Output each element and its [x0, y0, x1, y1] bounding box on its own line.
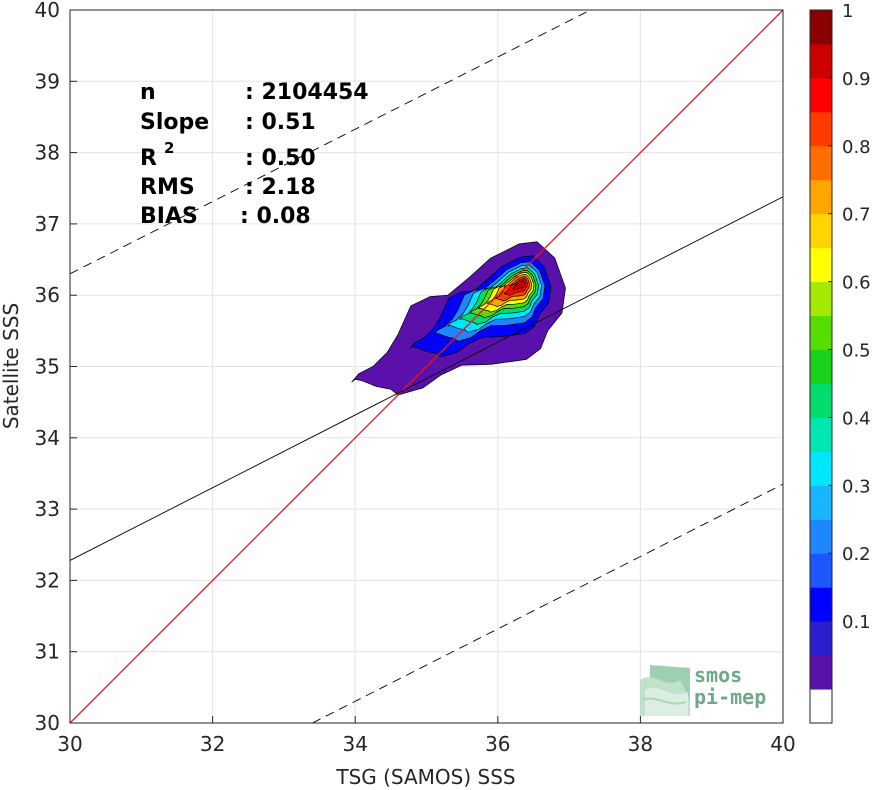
- colorbar-swatch: [810, 485, 832, 520]
- y-tick-label: 32: [35, 568, 60, 592]
- y-ticks: 30 31 32 33 34 35 36 37 38 39 40: [35, 0, 77, 735]
- colorbar-tick-label: 0.5: [842, 341, 871, 362]
- stat-bias-label: BIAS: [140, 204, 198, 229]
- logo-line-1: smos: [694, 663, 742, 687]
- colorbar-tick-label: 0.4: [842, 408, 871, 429]
- stat-bias-value: : 0.08: [240, 204, 311, 229]
- stat-slope-label: Slope: [140, 110, 209, 135]
- stat-r2-value: : 0.50: [245, 146, 316, 171]
- logo-line-2: pi-mep: [694, 685, 766, 709]
- colorbar-swatch: [810, 383, 832, 418]
- colorbar-tick-label: 0.6: [842, 273, 871, 294]
- x-tick-label: 40: [770, 732, 795, 756]
- identity-line: [70, 10, 783, 723]
- colorbar-tick-label: 0.9: [842, 69, 871, 90]
- colorbar-swatch: [810, 10, 832, 45]
- colorbar-frame: [809, 9, 833, 724]
- contour-band-11: [512, 280, 526, 291]
- upper-line: [70, 10, 591, 275]
- x-tick-label: 30: [57, 732, 82, 756]
- y-tick-label: 38: [35, 141, 60, 165]
- colorbar-swatch: [810, 315, 832, 351]
- colorbar-tick-label: 0.3: [842, 476, 871, 497]
- colorbar-swatch: [810, 655, 832, 690]
- colorbar-ticks: 0.1 0.2 0.3 0.4 0.5 0.6 0.7 0.8 0.9 1: [828, 1, 871, 633]
- x-ticks: 30 32 34 36 38 40: [57, 716, 796, 756]
- y-tick-label: 37: [35, 212, 60, 236]
- x-tick-label: 38: [628, 732, 653, 756]
- y-tick-label: 39: [35, 69, 60, 93]
- smos-pi-mep-logo: smos pi-mep: [640, 663, 766, 716]
- stats-box: n : 2104454 Slope : 0.51 R 2 : 0.50 RMS …: [140, 80, 369, 229]
- x-tick-label: 34: [342, 732, 367, 756]
- stat-n-label: n: [140, 80, 156, 105]
- x-tick-label: 36: [485, 732, 510, 756]
- colorbar-swatch: [810, 621, 832, 656]
- colorbar-swatch: [810, 587, 832, 622]
- y-tick-label: 31: [35, 640, 60, 664]
- colorbar: [810, 10, 832, 724]
- stat-r2-label: R: [140, 146, 157, 171]
- y-tick-label: 40: [35, 0, 60, 22]
- colorbar-swatch: [810, 689, 832, 724]
- y-tick-label: 30: [35, 711, 60, 735]
- colorbar-swatch: [810, 281, 832, 317]
- y-tick-label: 36: [35, 283, 60, 307]
- x-tick-label: 32: [200, 732, 225, 756]
- colorbar-swatch: [810, 111, 832, 147]
- x-axis-label: TSG (SAMOS) SSS: [335, 765, 515, 789]
- colorbar-swatch: [810, 247, 832, 283]
- y-axis-label: Satellite SSS: [0, 303, 23, 429]
- fit-line: [70, 196, 783, 561]
- colorbar-swatch: [810, 179, 832, 215]
- stat-rms-label: RMS: [140, 175, 195, 200]
- y-tick-label: 33: [35, 497, 60, 521]
- colorbar-swatch: [810, 43, 832, 79]
- colorbar-swatch: [810, 145, 832, 181]
- colorbar-swatch: [810, 519, 832, 554]
- density-contours: [351, 241, 566, 396]
- colorbar-tick-label: 0.7: [842, 205, 871, 226]
- colorbar-swatch: [810, 77, 832, 113]
- colorbar-swatch: [810, 213, 832, 249]
- stat-rms-value: : 2.18: [245, 175, 316, 200]
- stat-slope-value: : 0.51: [245, 110, 316, 135]
- colorbar-tick-label: 0.2: [842, 544, 871, 565]
- wave-logo-icon: [640, 665, 690, 716]
- stat-n-value: : 2104454: [245, 80, 369, 105]
- colorbar-tick-label: 0.8: [842, 137, 871, 158]
- colorbar-swatch: [810, 349, 832, 384]
- colorbar-tick-label: 0.1: [842, 612, 871, 633]
- stat-r2-sup: 2: [164, 139, 174, 157]
- y-tick-label: 35: [35, 355, 60, 379]
- reference-lines: [70, 10, 783, 723]
- colorbar-swatch: [810, 417, 832, 452]
- colorbar-swatch: [810, 553, 832, 588]
- colorbar-tick-label: 1: [842, 1, 853, 22]
- y-tick-label: 34: [35, 426, 60, 450]
- lower-line: [312, 483, 783, 723]
- colorbar-swatch: [810, 451, 832, 486]
